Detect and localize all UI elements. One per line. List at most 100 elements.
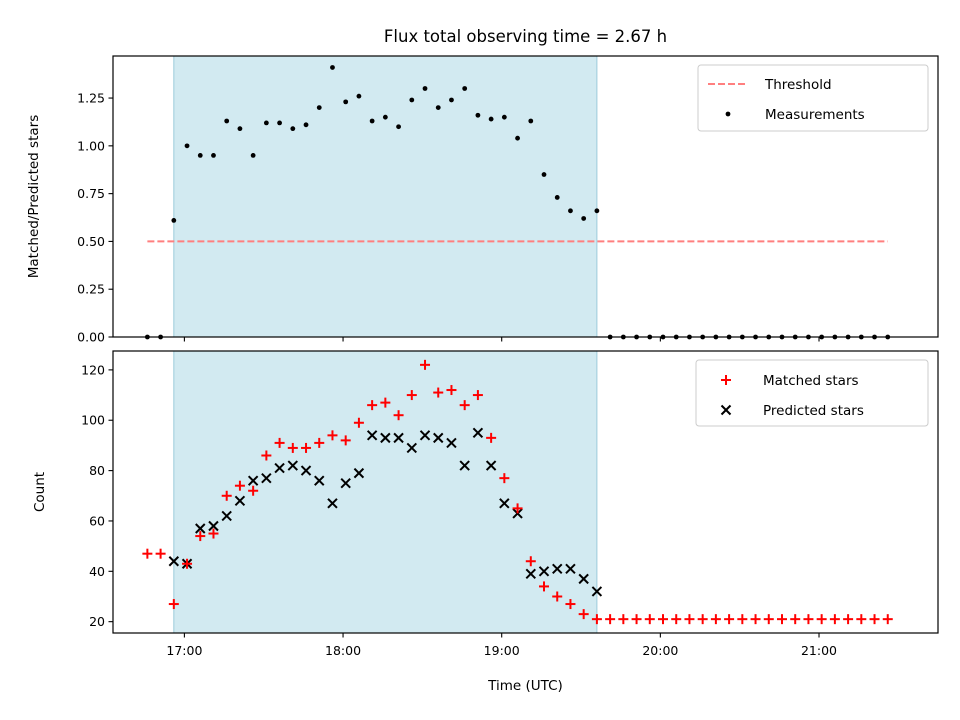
matched-star-point bbox=[631, 614, 642, 625]
bottom-x-tick-label: 19:00 bbox=[484, 643, 520, 658]
matched-star-point bbox=[618, 614, 629, 625]
matched-star-point bbox=[314, 437, 325, 448]
matched-star-point bbox=[248, 485, 259, 496]
matched-star-point bbox=[578, 609, 589, 620]
bottom-y-tick-label: 120 bbox=[81, 362, 105, 377]
matched-star-point bbox=[565, 599, 576, 610]
matched-star-point bbox=[525, 556, 536, 567]
predicted-star-point bbox=[565, 563, 576, 575]
predicted-star-point bbox=[274, 462, 285, 474]
matched-star-point bbox=[750, 614, 761, 625]
matched-star-point bbox=[539, 581, 550, 592]
matched-star-point bbox=[512, 503, 523, 514]
legend-threshold-label: Threshold bbox=[764, 77, 832, 93]
measurement-point bbox=[330, 65, 335, 70]
legend-predicted-label: Predicted stars bbox=[763, 403, 864, 419]
predicted-star-point bbox=[446, 437, 457, 449]
predicted-star-point bbox=[380, 432, 391, 444]
measurement-point bbox=[382, 114, 388, 120]
predicted-star-point bbox=[433, 432, 444, 444]
measurement-point bbox=[475, 112, 481, 118]
predicted-star-point bbox=[393, 432, 404, 444]
predicted-star-point bbox=[406, 442, 418, 454]
matched-star-point bbox=[142, 548, 153, 559]
predicted-star-point bbox=[195, 523, 206, 534]
bottom-x-tick-label: 18:00 bbox=[325, 643, 361, 658]
matched-star-point bbox=[420, 359, 431, 370]
measurement-point bbox=[515, 135, 520, 141]
matched-star-point bbox=[710, 614, 721, 625]
predicted-star-point bbox=[578, 573, 589, 585]
predicted-star-point bbox=[353, 467, 365, 479]
measurement-point bbox=[541, 172, 547, 177]
measurement-point bbox=[171, 217, 177, 223]
predicted-star-point bbox=[538, 566, 550, 577]
top-y-tick-label: 0.50 bbox=[77, 234, 105, 249]
measurement-point bbox=[409, 97, 415, 103]
top-panel: Flux total observing time = 2.67 h 0.00 0… bbox=[26, 27, 939, 345]
matched-star-point bbox=[816, 614, 827, 625]
predicted-star-point bbox=[525, 568, 536, 580]
matched-star-point bbox=[697, 614, 708, 625]
measurement-point bbox=[581, 216, 587, 221]
measurement-point bbox=[594, 208, 600, 214]
matched-star-point bbox=[459, 400, 470, 411]
y-axis-label-bottom: Count bbox=[32, 472, 48, 512]
predicted-star-point bbox=[340, 477, 351, 489]
matched-star-point bbox=[869, 614, 880, 625]
matched-star-point bbox=[182, 558, 193, 569]
matched-star-point bbox=[287, 442, 298, 453]
measurement-point bbox=[501, 114, 507, 120]
measurement-point bbox=[263, 120, 269, 126]
matched-star-point bbox=[486, 432, 497, 443]
matched-star-point bbox=[406, 390, 417, 401]
legend-box bbox=[697, 64, 929, 132]
legend-measurements-swatch bbox=[725, 111, 731, 117]
matched-star-point bbox=[684, 614, 695, 625]
bottom-y-tick-label: 40 bbox=[89, 564, 105, 579]
predicted-star-point bbox=[591, 586, 603, 597]
matched-star-point bbox=[221, 490, 232, 501]
bottom-x-tick-label: 17:00 bbox=[166, 643, 202, 658]
predicted-star-point bbox=[419, 430, 431, 441]
predicted-star-point bbox=[208, 520, 219, 532]
observing-span-bottom bbox=[173, 351, 597, 633]
legend-bottom: Matched stars Predicted stars bbox=[695, 359, 929, 427]
matched-star-point bbox=[155, 548, 166, 559]
measurement-point bbox=[554, 195, 560, 200]
predicted-star-point bbox=[247, 475, 259, 486]
measurement-point bbox=[237, 126, 243, 132]
matched-star-point bbox=[499, 473, 510, 484]
legend-box bbox=[695, 359, 929, 427]
matched-star-point bbox=[472, 390, 483, 401]
measurement-point bbox=[303, 122, 309, 128]
matched-star-point bbox=[353, 417, 364, 428]
matched-star-point bbox=[446, 385, 457, 396]
predicted-star-point bbox=[327, 498, 338, 509]
measurement-point bbox=[316, 105, 322, 111]
legend-x-marker bbox=[720, 404, 732, 416]
predicted-star-point bbox=[459, 460, 470, 471]
predicted-star-point bbox=[314, 475, 325, 486]
y-axis-label-top: Matched/Predicted stars bbox=[26, 115, 42, 278]
predicted-star-point bbox=[552, 563, 563, 575]
measurement-point bbox=[290, 126, 296, 132]
matched-star-point bbox=[367, 400, 378, 411]
predicted-star-point bbox=[485, 460, 497, 471]
legend-matched-swatch bbox=[721, 375, 731, 385]
measurement-point bbox=[449, 97, 454, 103]
predicted-star-point bbox=[472, 427, 484, 439]
legend-predicted-swatch bbox=[720, 404, 732, 416]
matched-star-point bbox=[327, 430, 338, 441]
predicted-star-point bbox=[300, 465, 312, 476]
matched-star-point bbox=[829, 614, 840, 625]
matched-star-point bbox=[261, 450, 272, 461]
matched-star-point bbox=[843, 614, 854, 625]
measurement-point bbox=[184, 143, 190, 149]
matched-star-point bbox=[274, 437, 285, 448]
measurement-point bbox=[343, 99, 349, 105]
bottom-y-tick-label: 60 bbox=[89, 513, 105, 528]
matched-star-point bbox=[790, 614, 801, 625]
matched-star-point bbox=[591, 614, 602, 625]
predicted-star-point bbox=[287, 460, 299, 471]
